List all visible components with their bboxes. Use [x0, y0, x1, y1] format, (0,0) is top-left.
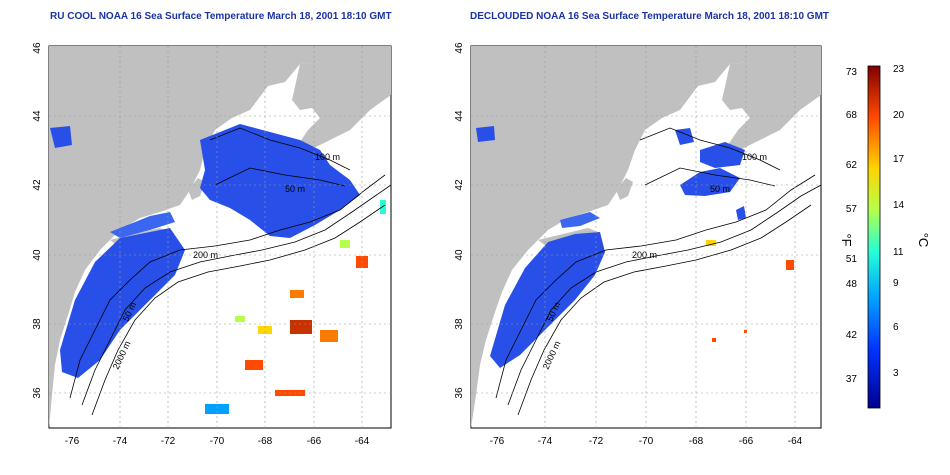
right-cape-cod: [616, 178, 633, 200]
left-gridlines: [49, 46, 391, 428]
left-lat-tick-38: 38: [32, 318, 43, 330]
right-land-mass: [471, 46, 821, 428]
right-lon-axis: -76 -74 -72 -70 -68 -66 -64: [490, 436, 803, 447]
colorbar-f-tick-57: 57: [846, 204, 858, 215]
colorbar-unit-celsius: °C: [916, 233, 931, 248]
colorbar-c-tick-14: 14: [893, 200, 905, 211]
left-cape-cod: [188, 178, 205, 200]
right-lon-tick-64: -64: [788, 436, 803, 447]
left-lon-tick-72: -72: [161, 436, 176, 447]
left-contour-label-200m: 200 m: [193, 250, 218, 260]
right-contour-label-200m: 200 m: [632, 250, 657, 260]
colorbar-f-tick-37: 37: [846, 374, 858, 385]
left-lat-tick-46: 46: [32, 42, 43, 54]
right-map-title: DECLOUDED NOAA 16 Sea Surface Temperatur…: [470, 11, 830, 22]
right-lat-tick-42: 42: [454, 179, 465, 191]
right-lon-tick-70: -70: [639, 436, 654, 447]
colorbar-f-tick-62: 62: [846, 160, 858, 171]
left-nova-scotia: [292, 60, 391, 150]
colorbar-f-tick-42: 42: [846, 330, 858, 341]
left-lon-tick-76: -76: [65, 436, 80, 447]
left-lon-tick-68: -68: [258, 436, 273, 447]
colorbar-c-tick-20: 20: [893, 110, 905, 121]
colorbar-c-tick-3: 3: [893, 368, 899, 379]
left-lat-tick-36: 36: [32, 387, 43, 399]
colorbar-c-tick-23: 23: [893, 64, 905, 75]
right-contour-label-50m-north: 50 m: [710, 184, 730, 194]
colorbar-c-tick-9: 9: [893, 278, 899, 289]
left-lat-tick-44: 44: [32, 110, 43, 122]
colorbar-c-tick-17: 17: [893, 154, 905, 165]
left-lon-tick-70: -70: [210, 436, 225, 447]
left-contour-label-50m-north: 50 m: [285, 184, 305, 194]
left-lat-tick-42: 42: [32, 179, 43, 191]
colorbar-f-tick-48: 48: [846, 279, 858, 290]
colorbar-f-tick-68: 68: [846, 110, 858, 121]
right-lon-tick-74: -74: [538, 436, 553, 447]
colorbar-unit-fahrenheit: °F: [839, 233, 854, 246]
right-map: 100 m 50 m 200 m 50 m 2000 m 36 38 40 42…: [454, 42, 822, 447]
colorbar: 73 68 62 57 51 48 42 37 23 20 17 14 11 9…: [839, 64, 931, 409]
left-lat-tick-40: 40: [32, 249, 43, 261]
colorbar-celsius-ticks: 23 20 17 14 11 9 6 3: [893, 64, 905, 379]
right-warm-patches: [706, 240, 794, 342]
colorbar-c-tick-6: 6: [893, 322, 899, 333]
right-lat-tick-36: 36: [454, 387, 465, 399]
right-lon-tick-66: -66: [739, 436, 754, 447]
right-lat-axis: 36 38 40 42 44 46: [454, 42, 465, 399]
left-contour-label-100m: 100 m: [315, 152, 340, 162]
left-lon-axis: -76 -74 -72 -70 -68 -66 -64: [65, 436, 370, 447]
left-lat-axis: 36 38 40 42 44 46: [32, 42, 43, 399]
right-contours: [495, 127, 821, 416]
right-contour-label-100m: 100 m: [742, 152, 767, 162]
right-lat-tick-38: 38: [454, 318, 465, 330]
colorbar-fahrenheit-ticks: 73 68 62 57 51 48 42 37: [846, 67, 858, 385]
left-map: 100 m 50 m 200 m 50 m 2000 m 36 38 40 42…: [32, 42, 392, 447]
colorbar-f-tick-73: 73: [846, 67, 858, 78]
right-lon-tick-68: -68: [689, 436, 704, 447]
right-lon-tick-76: -76: [490, 436, 505, 447]
right-nova-scotia: [722, 60, 821, 150]
left-sst-coverage: [50, 124, 360, 378]
left-map-title: RU COOL NOAA 16 Sea Surface Temperature …: [50, 11, 392, 22]
colorbar-gradient: [867, 65, 881, 409]
right-lat-tick-44: 44: [454, 110, 465, 122]
right-gridlines: [471, 46, 821, 428]
right-lat-tick-40: 40: [454, 249, 465, 261]
left-land-mass: [49, 46, 391, 428]
colorbar-f-tick-51: 51: [846, 254, 858, 265]
left-contours: [69, 127, 391, 416]
left-lon-tick-74: -74: [113, 436, 128, 447]
right-lon-tick-72: -72: [589, 436, 604, 447]
colorbar-c-tick-11: 11: [893, 247, 904, 258]
right-lat-tick-46: 46: [454, 42, 465, 54]
left-lon-tick-64: -64: [355, 436, 370, 447]
left-lon-tick-66: -66: [307, 436, 322, 447]
